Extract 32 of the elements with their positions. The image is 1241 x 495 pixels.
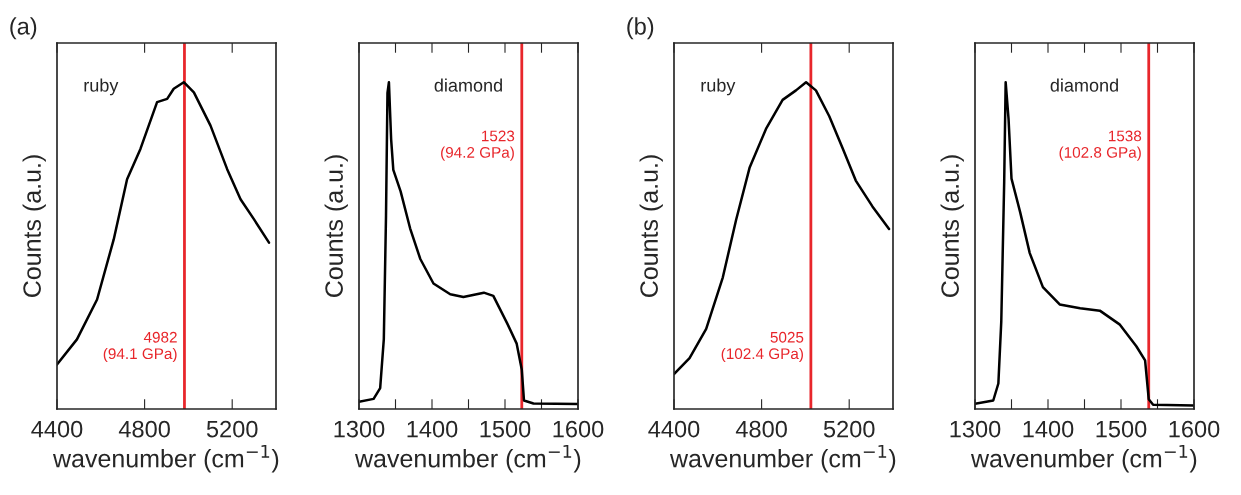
y-axis-title: Counts (a.u.) xyxy=(324,155,348,297)
x-tick-label: 5200 xyxy=(823,420,875,438)
ref-line-label: 4982 (94.1 GPa) xyxy=(103,331,177,363)
annotation: ruby xyxy=(84,78,119,96)
x-tick-label: 4800 xyxy=(735,420,787,438)
x-tick-label: 1500 xyxy=(1096,420,1147,438)
ref-line-label: 1538 (102.8 GPa) xyxy=(1059,130,1142,161)
x-tick-label: 5200 xyxy=(206,420,258,438)
ref-line-label: 1523 (94.2 GPa) xyxy=(441,130,515,161)
x-tick-label: 1600 xyxy=(1169,420,1220,438)
x-tick-label: 1400 xyxy=(407,420,458,438)
y-axis-title: Counts (a.u.) xyxy=(940,155,964,297)
x-tick-label: 4400 xyxy=(31,420,83,438)
x-axis-title: wavenumber (cm$^{−1}$) xyxy=(669,444,896,473)
ref-line-label: 5025 (102.4 GPa) xyxy=(721,331,804,363)
annotation: diamond xyxy=(1050,78,1118,92)
annotation: diamond xyxy=(434,78,502,92)
x-tick-label: 4400 xyxy=(648,420,700,438)
annotation: ruby xyxy=(701,78,736,96)
x-tick-label: 1500 xyxy=(480,420,531,438)
x-axis-title: wavenumber (cm$^{−1}$) xyxy=(52,444,279,473)
x-axis-title: wavenumber (cm$^{−1}$) xyxy=(354,444,581,473)
y-axis-title: Counts (a.u.) xyxy=(22,155,46,297)
x-tick-label: 1600 xyxy=(553,420,604,438)
x-tick-label: 1400 xyxy=(1023,420,1074,438)
x-tick-label: 4800 xyxy=(118,420,170,438)
text: (a) xyxy=(10,17,37,40)
text: (b) xyxy=(627,17,654,40)
x-axis-title: wavenumber (cm$^{−1}$) xyxy=(970,444,1197,473)
y-axis-title: Counts (a.u.) xyxy=(639,155,663,297)
x-tick-label: 1300 xyxy=(334,420,385,438)
x-tick-label: 1300 xyxy=(950,420,1001,438)
